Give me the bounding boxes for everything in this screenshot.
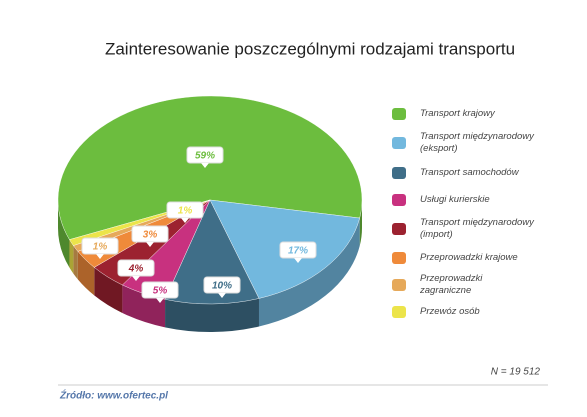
legend-item: Przeprowadzki zagraniczne [392, 273, 552, 296]
legend-label: Transport krajowy [420, 108, 495, 119]
callout-pointer [156, 298, 164, 303]
legend-label: Przewóz osób [420, 306, 480, 317]
callout-pointer [218, 293, 226, 298]
pie-slice-side [58, 200, 70, 268]
callout-pointer [181, 218, 189, 223]
legend-item: Transport krajowy [392, 103, 552, 125]
pie-slice-side [258, 218, 360, 327]
note: N = 19 512 [491, 367, 541, 378]
legend-swatch [392, 223, 406, 235]
legend-swatch [392, 194, 406, 206]
callout: 17% [279, 241, 317, 263]
legend-swatch [392, 137, 406, 149]
value-label: 17% [288, 246, 308, 257]
pie-sides [58, 200, 362, 332]
legend-swatch [392, 167, 406, 179]
callout-pointer [201, 163, 209, 168]
callout: 1% [166, 201, 204, 223]
legend-label: Transport samochodów [420, 167, 519, 178]
source: Źródło: www.ofertec.pl [59, 389, 168, 402]
callout: 5% [141, 281, 179, 303]
callout: 10% [203, 276, 241, 298]
callout-pointer [96, 254, 104, 259]
callout-pointer [132, 276, 140, 281]
value-label: 10% [212, 281, 232, 292]
callout: 1% [81, 237, 119, 259]
legend-label: Transport międzynarodowy (eksport) [420, 131, 534, 154]
legend-swatch [392, 252, 406, 264]
value-label: 4% [128, 264, 144, 275]
legend-label: Przeprowadzki krajowe [420, 252, 518, 263]
legend-item: Przewóz osób [392, 301, 552, 323]
callout-pointer [294, 258, 302, 263]
value-label: 59% [195, 151, 215, 162]
legend-item: Transport międzynarodowy (eksport) [392, 131, 552, 154]
pie-slice-side [73, 245, 78, 280]
legend-item: Przeprowadzki krajowe [392, 247, 552, 269]
pie-slice-side [359, 200, 362, 247]
legend-item: Transport międzynarodowy (import) [392, 217, 552, 240]
pie-slice-side [165, 298, 259, 332]
callout: 3% [131, 225, 169, 247]
legend-label: Transport międzynarodowy (import) [420, 217, 534, 240]
value-label: 5% [153, 286, 168, 297]
legend-item: Usługi kurierskie [392, 189, 552, 211]
chart-title: Zainteresowanie poszczególnymi rodzajami… [105, 39, 515, 58]
legend-swatch [392, 108, 406, 120]
legend-swatch [392, 306, 406, 318]
pie-slice-side [94, 267, 123, 313]
legend-swatch [392, 279, 406, 291]
value-label: 1% [93, 242, 108, 253]
callout: 4% [117, 259, 155, 281]
value-label: 3% [143, 230, 158, 241]
value-label: 1% [178, 206, 193, 217]
legend-label: Przeprowadzki zagraniczne [420, 273, 483, 296]
callout-pointer [146, 242, 154, 247]
pie-tops [57, 95, 363, 305]
callout: 59% [186, 146, 224, 168]
pie-slice-side [69, 239, 74, 274]
pie-slice [57, 95, 363, 240]
pie-slice-side [122, 284, 166, 328]
legend-label: Usługi kurierskie [420, 194, 490, 205]
pie-slice-side [77, 251, 95, 296]
legend-item: Transport samochodów [392, 162, 552, 184]
